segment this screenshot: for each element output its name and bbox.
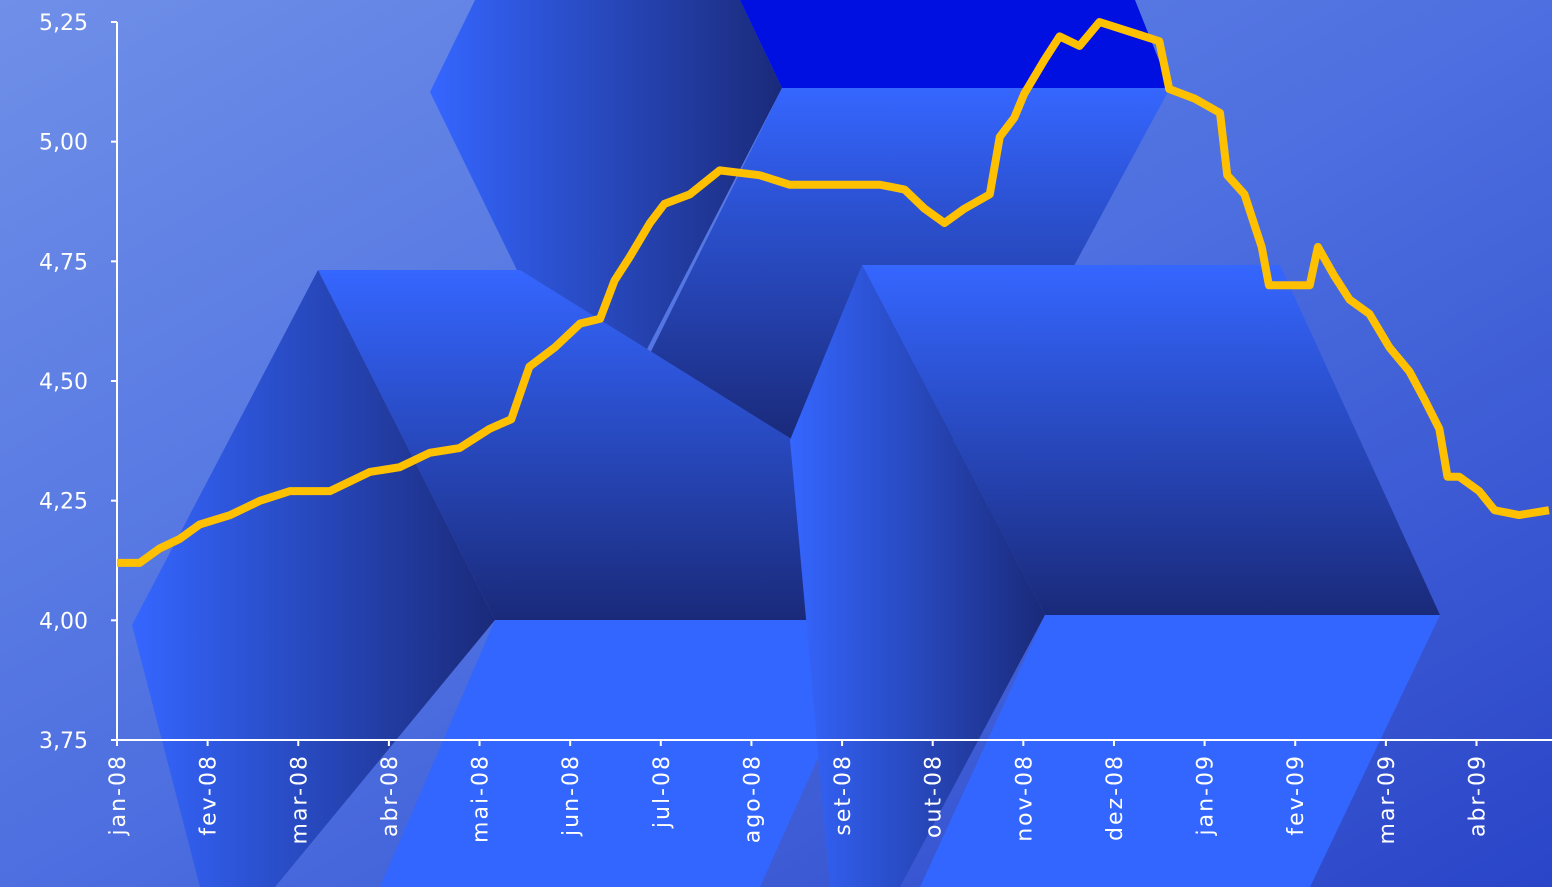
x-tick-label: out-08 — [922, 754, 947, 838]
x-tick-label: nov-08 — [1012, 754, 1037, 842]
y-tick-label: 4,25 — [39, 490, 88, 515]
x-tick-label: abr-08 — [378, 754, 403, 837]
y-tick-label: 4,50 — [39, 370, 88, 395]
x-tick-label: jan-09 — [1194, 754, 1219, 836]
x-tick-label: mar-09 — [1375, 754, 1400, 844]
y-tick-label: 3,75 — [39, 729, 88, 754]
y-tick-label: 5,25 — [39, 11, 88, 36]
x-tick-label: dez-08 — [1103, 754, 1128, 841]
x-tick-label: fev-08 — [197, 754, 222, 836]
x-tick-label: mai-08 — [469, 754, 494, 843]
x-tick-label: mar-08 — [287, 754, 312, 844]
x-tick-label: jul-08 — [650, 754, 675, 829]
y-tick-label: 4,75 — [39, 250, 88, 275]
y-tick-label: 4,00 — [39, 609, 88, 634]
x-tick-label: ago-08 — [740, 754, 765, 843]
x-tick-label: jan-08 — [106, 754, 131, 836]
y-tick-label: 5,00 — [39, 131, 88, 156]
x-tick-label: set-08 — [831, 754, 856, 836]
x-tick-label: abr-09 — [1465, 754, 1490, 837]
x-tick-label: jun-08 — [559, 754, 584, 837]
data-line — [117, 18, 1550, 567]
x-tick-label: fev-09 — [1284, 754, 1309, 836]
